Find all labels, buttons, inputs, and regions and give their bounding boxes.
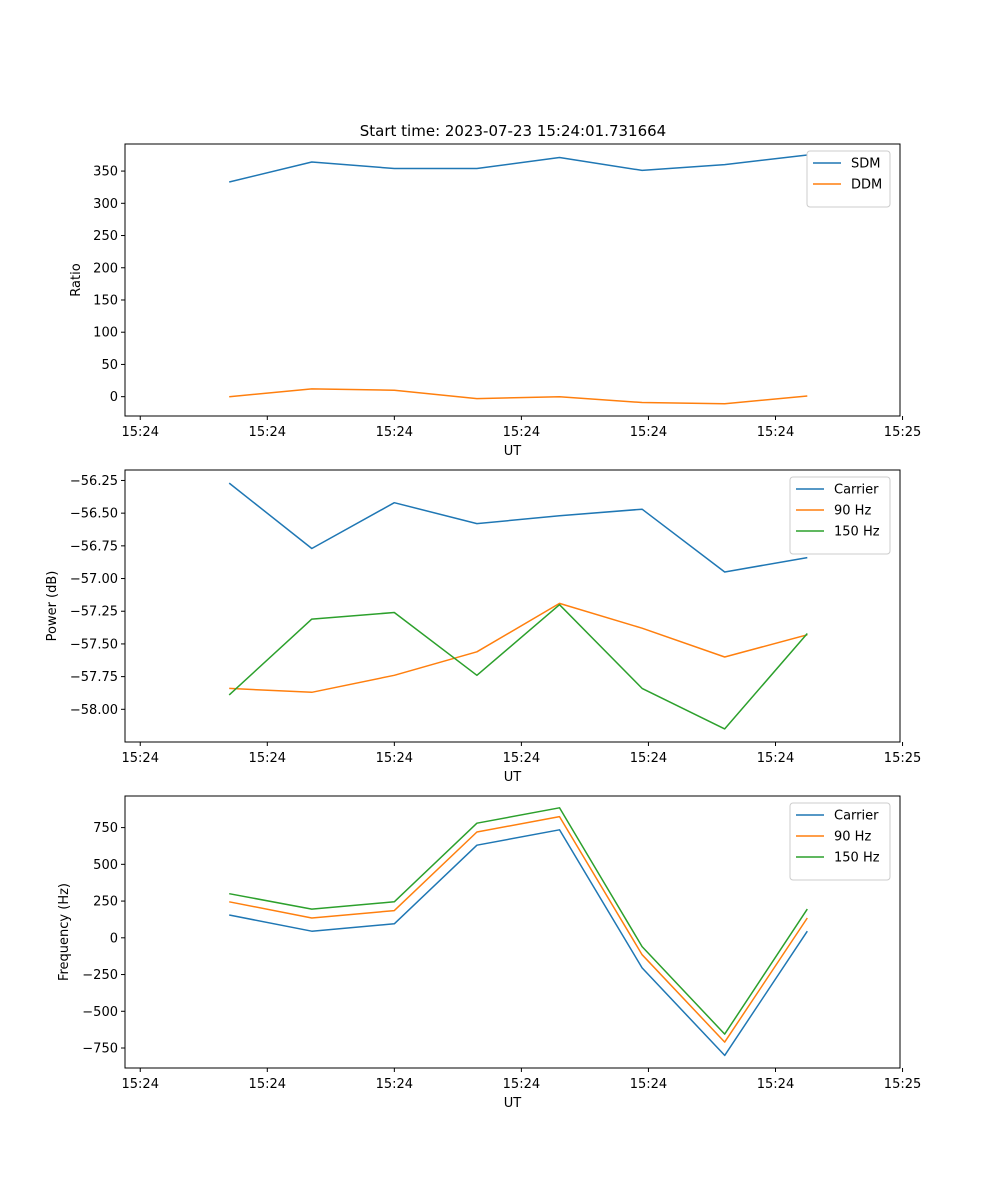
y-tick-label: 0 bbox=[110, 390, 118, 405]
y-tick-label: −750 bbox=[82, 1042, 118, 1057]
series-line-150-hz bbox=[229, 807, 808, 1035]
y-axis-label: Frequency (Hz) bbox=[57, 883, 72, 981]
axes-frame bbox=[124, 469, 901, 743]
series-line-150-hz bbox=[228, 603, 808, 730]
y-tick-label: 250 bbox=[93, 229, 118, 244]
x-tick-label: 15:25 bbox=[884, 425, 921, 440]
x-axis-label: UT bbox=[504, 770, 522, 785]
series-line-carrier bbox=[229, 829, 808, 1057]
series-line-ddm bbox=[229, 388, 808, 405]
y-tick-label: 50 bbox=[101, 358, 118, 373]
x-tick-label: 15:24 bbox=[630, 1077, 667, 1092]
x-tick-label: 15:24 bbox=[503, 751, 540, 766]
y-tick-label: 500 bbox=[93, 858, 118, 873]
x-tick-label: 15:24 bbox=[376, 751, 413, 766]
legend-entry: 150 Hz bbox=[834, 525, 880, 540]
x-tick-label: 15:24 bbox=[503, 1077, 540, 1092]
y-tick-label: −57.25 bbox=[70, 605, 118, 620]
legend-entry: SDM bbox=[851, 157, 880, 172]
series-line-90-hz bbox=[229, 602, 808, 694]
x-tick-label: 15:24 bbox=[757, 1077, 794, 1092]
figure-title: Start time: 2023-07-23 15:24:01.731664 bbox=[360, 122, 666, 140]
legend-box bbox=[789, 802, 891, 881]
x-tick-label: 15:24 bbox=[122, 751, 159, 766]
y-tick-label: −250 bbox=[82, 968, 118, 983]
legend-entry: 150 Hz bbox=[834, 851, 880, 866]
legend: Carrier 90 Hz 150 Hz bbox=[789, 476, 891, 555]
x-tick-label: 15:24 bbox=[122, 425, 159, 440]
y-tick-label: −57.50 bbox=[70, 637, 118, 652]
y-tick-label: 100 bbox=[93, 326, 118, 341]
panel-3: −750 −500 −250 0 250 500 750 15:24 15:24 15:24 15:… bbox=[57, 795, 921, 1111]
panel-2: −58.00 −57.75 −57.50 −57.25 −57.00 −56.75 −56.… bbox=[45, 469, 921, 785]
x-tick-label: 15:24 bbox=[376, 1077, 413, 1092]
legend-entry: Carrier bbox=[834, 483, 879, 498]
series-line-carrier bbox=[228, 482, 808, 573]
y-tick-label: 250 bbox=[93, 895, 118, 910]
axes-frame bbox=[124, 795, 901, 1069]
legend: Carrier 90 Hz 150 Hz bbox=[789, 802, 891, 881]
x-tick-label: 15:24 bbox=[249, 751, 286, 766]
x-tick-label: 15:24 bbox=[757, 751, 794, 766]
y-tick-label: −57.75 bbox=[70, 670, 118, 685]
y-tick-label: −56.75 bbox=[70, 539, 118, 554]
axes-frame bbox=[124, 143, 901, 417]
x-tick-label: 15:24 bbox=[376, 425, 413, 440]
y-tick-label: −58.00 bbox=[70, 703, 118, 718]
y-tick-label: −56.50 bbox=[70, 507, 118, 522]
legend-box bbox=[806, 150, 891, 208]
legend: SDM DDM bbox=[806, 150, 891, 208]
series-line-90-hz bbox=[229, 815, 808, 1043]
y-tick-label: 350 bbox=[93, 165, 118, 180]
x-tick-label: 15:24 bbox=[630, 425, 667, 440]
y-tick-label: −500 bbox=[82, 1005, 118, 1020]
legend-entry: Carrier bbox=[834, 809, 879, 824]
legend-box bbox=[789, 476, 891, 555]
x-axis-label: UT bbox=[504, 1096, 522, 1111]
x-tick-label: 15:24 bbox=[249, 1077, 286, 1092]
series-line-sdm bbox=[229, 154, 808, 183]
x-tick-label: 15:24 bbox=[249, 425, 286, 440]
legend-entry: DDM bbox=[851, 178, 882, 193]
y-tick-label: 150 bbox=[93, 293, 118, 308]
y-tick-label: −56.25 bbox=[70, 474, 118, 489]
legend-entry: 90 Hz bbox=[834, 830, 871, 845]
y-tick-label: 200 bbox=[93, 261, 118, 276]
y-tick-label: −57.00 bbox=[70, 572, 118, 587]
y-axis-label: Ratio bbox=[69, 263, 84, 296]
y-tick-label: 750 bbox=[93, 821, 118, 836]
x-tick-label: 15:24 bbox=[122, 1077, 159, 1092]
panel-1: 0 50 100 150 200 250 300 350 15:24 15:24 15:24 15:2… bbox=[69, 143, 921, 459]
y-axis-label: Power (dB) bbox=[45, 571, 60, 642]
x-axis-label: UT bbox=[504, 444, 522, 459]
x-tick-label: 15:24 bbox=[503, 425, 540, 440]
x-tick-label: 15:25 bbox=[884, 1077, 921, 1092]
x-tick-label: 15:25 bbox=[884, 751, 921, 766]
y-tick-label: 300 bbox=[93, 197, 118, 212]
x-tick-label: 15:24 bbox=[630, 751, 667, 766]
y-tick-label: 0 bbox=[110, 931, 118, 946]
legend-entry: 90 Hz bbox=[834, 504, 871, 519]
x-tick-label: 15:24 bbox=[757, 425, 794, 440]
